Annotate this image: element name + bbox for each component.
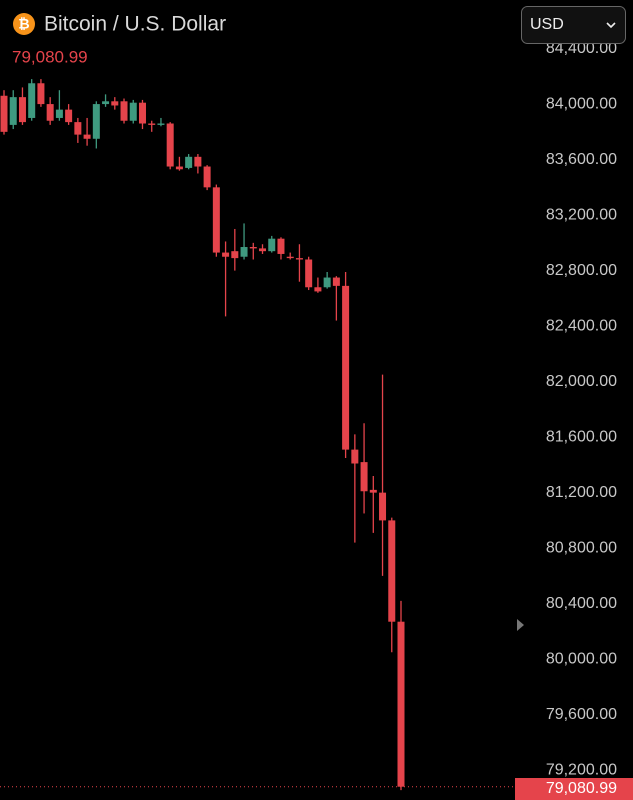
candle-body [222,252,230,257]
candle-body [212,187,220,253]
candle-body [332,277,340,286]
candle-body [295,258,303,260]
candle-body [185,156,193,168]
candle-body [102,101,110,105]
candle-body [351,449,359,464]
last-price-tag-bg [515,778,633,800]
y-tick-label: 83,600.00 [546,151,617,168]
candle-body [0,95,8,132]
currency-label[interactable]: USD [530,16,564,33]
candle-body [18,97,26,123]
candle-body [55,109,63,118]
candle-body [397,621,405,787]
candle-body [120,101,128,121]
last-price-tag: 79,080.99 [515,778,633,800]
scroll-marker [517,619,524,631]
currency-select[interactable]: USD [521,6,626,44]
y-tick-label: 83,200.00 [546,206,617,223]
candle-body [369,489,377,493]
y-tick-label: 84,000.00 [546,95,617,112]
candle-body [111,101,119,106]
last-price: 79,080.99 [12,47,88,66]
candle-body [9,97,17,125]
candle-body [259,248,267,252]
candle-body [166,123,174,167]
candle-body [148,123,156,125]
candle-body [379,492,387,521]
candle-body [342,285,350,450]
y-tick-label: 84,400.00 [546,40,617,57]
candle-body [323,277,331,288]
candle-body [74,122,82,135]
plot [0,79,515,791]
candle-body [240,247,248,257]
y-axis: 79,200.00 79,600.00 80,000.00 80,400.00 80,8… [515,40,617,778]
candle-body [277,238,285,254]
candle-body [360,462,368,492]
y-tick-label: 82,400.00 [546,317,617,334]
candle-body [83,134,91,139]
candle-body [129,102,137,121]
y-tick-label: 79,200.00 [546,761,617,778]
candle-body [175,166,183,170]
y-tick-label: 81,600.00 [546,428,617,445]
y-tick-label: 80,400.00 [546,595,617,612]
candle-body [138,102,146,124]
candle-body [231,251,239,259]
candle-body [46,104,54,121]
coin-icon [13,13,35,35]
candle-body [194,156,202,167]
candle-body [37,83,45,105]
y-tick-label: 79,600.00 [546,706,617,723]
y-tick-label: 80,000.00 [546,650,617,667]
y-tick-label: 82,800.00 [546,262,617,279]
candle-body [92,104,100,139]
coin-symbol: ₿ [18,16,29,32]
candle-body [28,83,36,118]
chevron [606,22,616,29]
chart-title: Bitcoin / U.S. Dollar [44,13,226,36]
candle-body [249,247,257,249]
candle-body [314,287,322,292]
select-box[interactable] [521,6,626,44]
candle-body [305,259,313,288]
candle-body [65,109,73,123]
candle-body [388,520,396,622]
last-price-tag-label: 79,080.99 [546,780,617,797]
y-tick-label: 81,200.00 [546,484,617,501]
y-tick-label: 82,000.00 [546,373,617,390]
candle-body [203,166,211,188]
candle-body [286,256,294,259]
candle-body [157,123,165,125]
candle-body [268,238,276,252]
y-tick-label: 80,800.00 [546,539,617,556]
